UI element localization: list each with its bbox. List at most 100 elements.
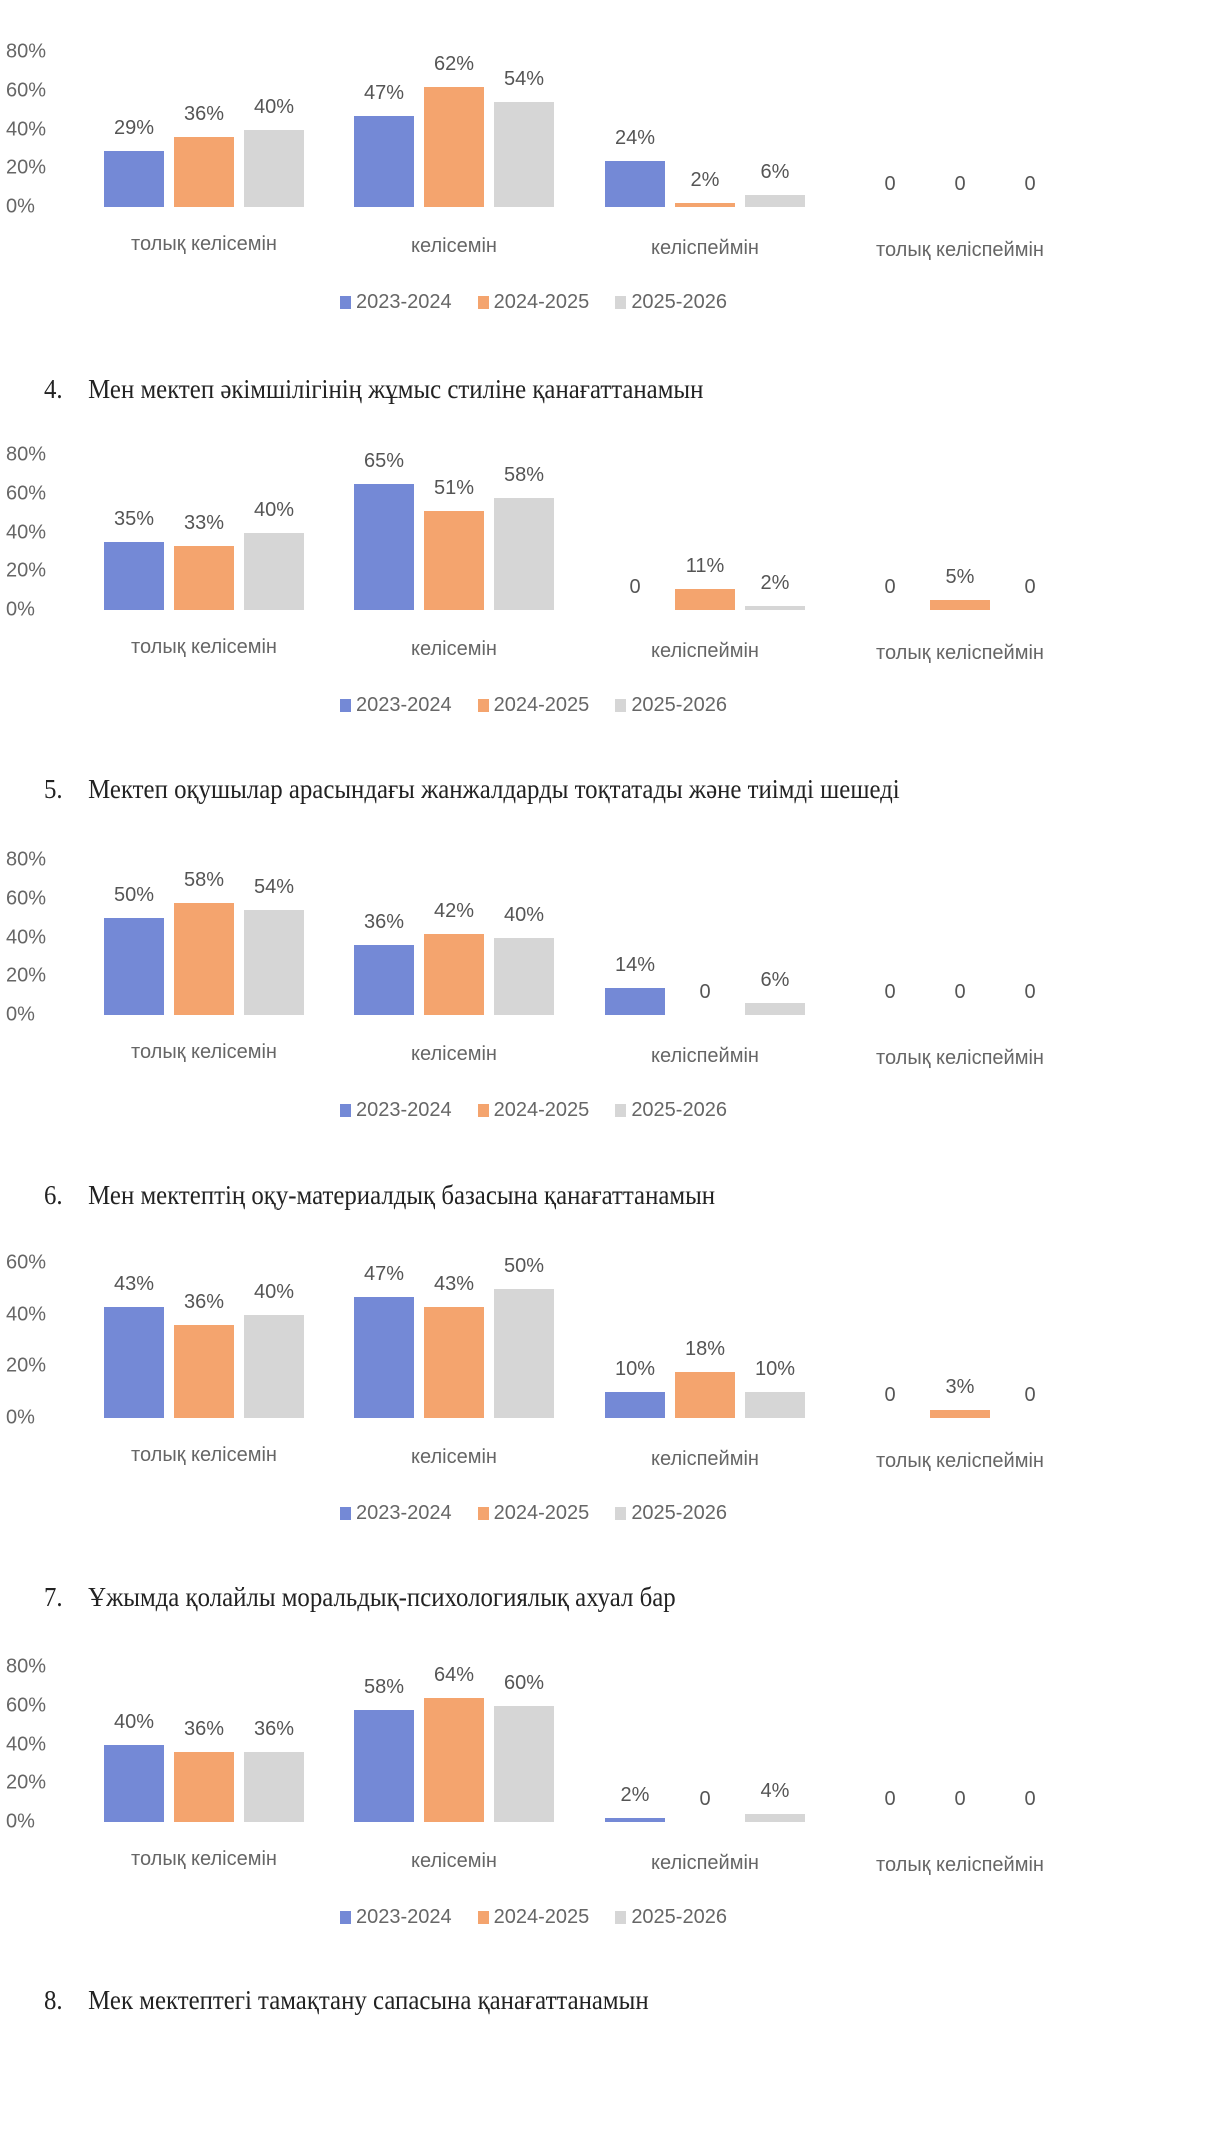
y-tick-label: 60%	[6, 79, 47, 102]
data-label: 0	[1024, 576, 1036, 598]
data-label: 0	[884, 576, 896, 598]
bar-2023-2024	[605, 160, 665, 207]
data-label: 47%	[363, 81, 405, 104]
bar-2024-2025	[675, 203, 735, 207]
category-label: келісемін	[411, 1850, 497, 1872]
legend-item: 2025-2026	[615, 291, 727, 314]
legend-item: 2024-2025	[477, 1906, 590, 1929]
legend-item: 2023-2024	[340, 1099, 452, 1122]
legend-item: 2024-2025	[477, 694, 589, 717]
legend-swatch	[615, 296, 627, 309]
data-label: 40%	[253, 1280, 295, 1303]
legend: 2023-2024 2024-2025 2025-2026	[340, 1502, 727, 1525]
category-label: келіспеймін	[651, 640, 759, 662]
question-title-6: 6. Мен мектептің оқу-материалдық базасына…	[44, 1180, 715, 1211]
bar-2025-2026	[244, 1314, 304, 1418]
data-label: 62%	[433, 52, 475, 75]
legend: 2023-2024 2024-2025 2025-2026	[340, 291, 727, 314]
bar-2023-2024	[605, 1818, 665, 1822]
bar-2025-2026	[745, 1003, 805, 1015]
data-label: 54%	[253, 876, 295, 899]
y-tick-label: 40%	[6, 1303, 47, 1326]
legend-label: 2023-2024	[356, 291, 452, 313]
category-label: толық келісемін	[131, 233, 277, 255]
bar-2024-2025	[174, 1752, 234, 1822]
bar-2023-2024	[605, 1392, 665, 1418]
y-tick-label: 20%	[6, 1771, 47, 1794]
data-label: 54%	[503, 68, 545, 91]
legend-label: 2025-2026	[631, 291, 727, 313]
data-label: 43%	[113, 1272, 155, 1295]
question-text: Мектеп оқушылар арасындағы жанжалдарды т…	[88, 774, 900, 804]
y-tick-label: 20%	[6, 964, 47, 987]
data-label: 64%	[433, 1664, 475, 1686]
category-label: толық келіспеймін	[876, 642, 1044, 664]
legend-swatch	[340, 1104, 351, 1117]
y-tick-label: 60%	[6, 887, 47, 910]
category-label: толық келіспеймін	[876, 239, 1044, 261]
data-label: 40%	[253, 95, 295, 118]
legend-swatch	[615, 1507, 627, 1520]
bar-2024-2025	[930, 1410, 990, 1418]
legend-swatch	[340, 1507, 351, 1520]
data-label: 60%	[503, 1671, 545, 1694]
bar-2025-2026	[244, 1752, 304, 1822]
data-label: 40%	[503, 903, 545, 926]
bar-2023-2024	[354, 484, 414, 610]
bar-2023-2024	[605, 987, 665, 1015]
category-label: толық келіспеймін	[876, 1450, 1044, 1472]
legend-label: 2025-2026	[631, 1099, 727, 1121]
data-label: 36%	[253, 1718, 295, 1741]
bar-2024-2025	[174, 902, 234, 1015]
data-label: 18%	[684, 1337, 726, 1360]
data-label: 2%	[690, 169, 720, 191]
data-label: 0	[884, 1384, 896, 1406]
category-label: келісемін	[411, 1043, 497, 1065]
data-label: 50%	[113, 884, 155, 907]
bar-2025-2026	[494, 102, 554, 207]
data-label: 40%	[253, 498, 295, 521]
data-label: 58%	[183, 868, 225, 891]
bar-2025-2026	[494, 937, 554, 1015]
question-text: Мек мектептегі тамақтану сапасына қанаға…	[88, 1985, 649, 2015]
bar-2023-2024	[104, 542, 164, 610]
y-tick-label: 20%	[6, 156, 47, 179]
y-tick-label: 20%	[6, 1354, 47, 1377]
legend-swatch	[615, 699, 627, 712]
data-label: 40%	[113, 1710, 155, 1733]
y-tick-label: 80%	[6, 443, 47, 466]
legend-label: 2024-2025	[493, 1906, 590, 1928]
bar-2025-2026	[244, 910, 304, 1015]
bar-2024-2025	[174, 1325, 234, 1418]
legend-swatch	[340, 699, 351, 712]
data-label: 36%	[183, 103, 225, 126]
legend-item: 2023-2024	[340, 291, 452, 314]
bar-2025-2026	[745, 606, 805, 610]
legend-item: 2025-2026	[615, 694, 727, 717]
legend-label: 2024-2025	[493, 291, 590, 313]
data-label: 0	[884, 981, 896, 1003]
data-label: 0	[884, 173, 896, 195]
bar-2024-2025	[424, 1698, 484, 1822]
category-label: толық келісемін	[131, 1041, 277, 1063]
data-label: 43%	[433, 1272, 475, 1295]
legend-item: 2024-2025	[477, 1502, 589, 1525]
question-title-8: 8. Мек мектептегі тамақтану сапасына қана…	[44, 1985, 649, 2016]
data-label: 0	[954, 1788, 966, 1810]
bar-2023-2024	[104, 1306, 164, 1418]
data-label: 65%	[363, 450, 405, 473]
bar-2024-2025	[424, 933, 484, 1015]
bar-2025-2026	[494, 1288, 554, 1418]
data-label: 10%	[754, 1358, 796, 1381]
y-tick-label: 60%	[6, 1251, 47, 1274]
bar-2025-2026	[494, 497, 554, 610]
y-tick-label: 0%	[6, 1810, 35, 1833]
bar-2024-2025	[930, 600, 990, 610]
legend-item: 2025-2026	[615, 1906, 727, 1929]
data-label: 0	[629, 576, 641, 598]
question-number: 6.	[44, 1180, 63, 1210]
legend-swatch	[477, 1104, 489, 1117]
category-label: келісемін	[411, 235, 497, 257]
data-label: 0	[954, 981, 966, 1003]
bar-2023-2024	[354, 1709, 414, 1822]
